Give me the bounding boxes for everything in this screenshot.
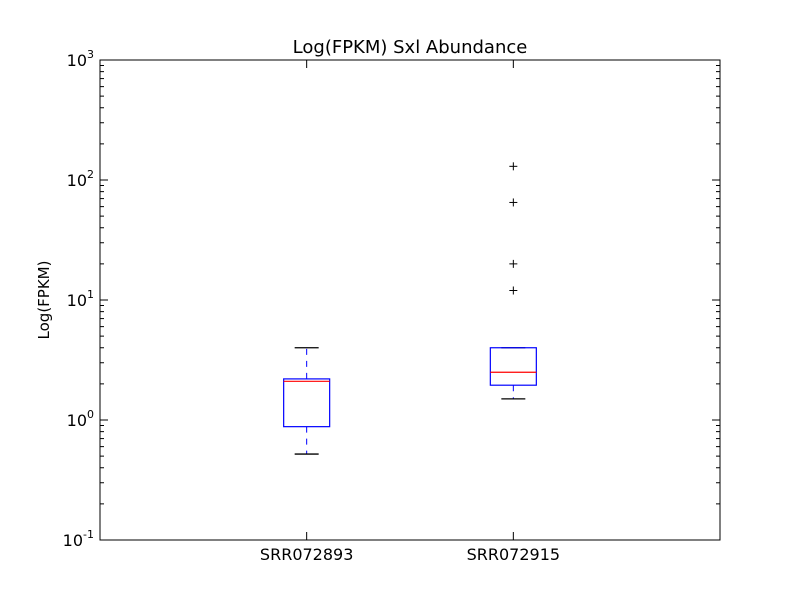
y-tick-base: 10 bbox=[67, 411, 87, 430]
y-tick-exponent: 3 bbox=[87, 48, 94, 61]
y-tick-exponent: 1 bbox=[87, 288, 94, 301]
y-tick-exponent: 2 bbox=[87, 168, 94, 181]
y-tick-label: 102 bbox=[67, 168, 94, 190]
y-tick-label: 103 bbox=[67, 48, 94, 70]
chart-title: Log(FPKM) Sxl Abundance bbox=[293, 37, 528, 58]
x-tick-label: SRR072915 bbox=[467, 545, 560, 564]
box-body bbox=[283, 378, 331, 428]
plot-area-frame bbox=[99, 59, 721, 541]
y-tick-label: 101 bbox=[67, 288, 94, 310]
box-body bbox=[489, 347, 537, 386]
y-tick-base: 10 bbox=[67, 51, 87, 70]
y-tick-base: 10 bbox=[67, 171, 87, 190]
y-tick-label: 10-1 bbox=[63, 528, 94, 550]
y-tick-exponent: -1 bbox=[83, 528, 94, 541]
y-axis-label: Log(FPKM) bbox=[35, 261, 53, 340]
x-tick-label: SRR072893 bbox=[260, 545, 353, 564]
y-tick-base: 10 bbox=[67, 291, 87, 310]
y-tick-base: 10 bbox=[63, 531, 83, 550]
y-tick-label: 100 bbox=[67, 408, 94, 430]
y-tick-exponent: 0 bbox=[87, 408, 94, 421]
